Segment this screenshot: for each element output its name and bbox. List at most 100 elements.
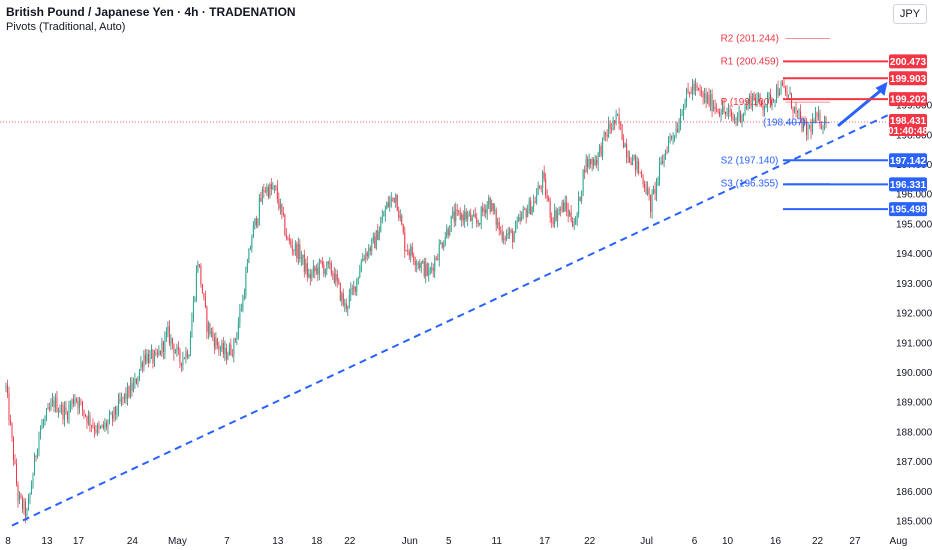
candle-body (221, 343, 223, 350)
candle-body (317, 267, 319, 275)
candle-body (474, 214, 476, 218)
candle-body (39, 429, 41, 434)
candle-body (626, 143, 628, 158)
candle-body (101, 424, 103, 428)
candle-body (386, 202, 388, 210)
candle-body (522, 209, 524, 215)
candle-body (216, 338, 218, 346)
candle-body (737, 119, 739, 120)
candle-body (105, 422, 107, 428)
candle-body (731, 111, 733, 118)
candle-body (179, 349, 181, 363)
candle-body (219, 349, 221, 350)
candle-body (113, 407, 115, 420)
candles-layer (5, 78, 827, 524)
candle-body (134, 379, 136, 384)
candle-body (507, 233, 509, 235)
pivot-label: R2 (201.244) (721, 33, 779, 44)
currency-button[interactable]: JPY (893, 4, 927, 24)
time-axis[interactable]: 8 13 17 24 May 7 13 18 22 Jun 5 11 17 22 Jul 6 10 16 22 27 A… (5, 536, 907, 547)
candle-body (635, 154, 637, 170)
last-price-tag (889, 113, 927, 136)
candle-body (302, 254, 304, 258)
candle-body (347, 305, 349, 309)
candle-body (144, 354, 146, 362)
candle-body (612, 120, 614, 130)
price-tags: 200.473 199.903 199.202 197.142 196.331 195.4… (783, 54, 928, 217)
candle-body (557, 212, 559, 221)
candle-body (617, 114, 619, 116)
candle-body (152, 350, 154, 364)
candle-body (639, 171, 641, 173)
candle-body (321, 261, 323, 265)
candle-body (210, 331, 212, 335)
candle-body (356, 278, 358, 292)
candle-body (401, 215, 403, 225)
candle-body (491, 203, 493, 212)
candle-body (314, 266, 316, 272)
x-tick-label: 17 (73, 536, 85, 547)
candle-body (605, 132, 607, 135)
candle-body (470, 213, 472, 222)
candle-body (75, 399, 77, 401)
y-tick-label: 196.000 (896, 190, 932, 201)
candle-body (471, 216, 473, 222)
indicator-title[interactable]: Pivots (Traditional, Auto) (6, 21, 126, 33)
candle-body (786, 91, 788, 97)
candle-body (543, 172, 545, 179)
candle-body (615, 114, 617, 124)
candle-body (674, 135, 676, 137)
candle-body (128, 386, 130, 397)
candle-body (252, 225, 254, 238)
price-tag-label: 199.202 (890, 95, 927, 106)
candle-body (795, 106, 797, 111)
x-tick-label: 8 (5, 536, 11, 547)
candle-body (665, 151, 667, 155)
candle-body (402, 224, 404, 233)
candle-body (24, 501, 26, 517)
candle-body (792, 108, 794, 113)
candle-body (419, 263, 421, 269)
candle-body (278, 198, 280, 209)
candle-body (462, 214, 464, 222)
candle-body (780, 82, 782, 94)
candle-body (566, 202, 568, 210)
candle-body (257, 219, 259, 226)
candle-body (684, 101, 686, 109)
candle-body (650, 194, 652, 213)
candle-body (441, 242, 443, 248)
candle-body (249, 248, 251, 250)
pivot-label: S3 (196.355) (721, 179, 779, 190)
candle-body (95, 430, 97, 433)
candle-body (207, 323, 209, 333)
candle-body (282, 212, 284, 215)
price-tag-label: 200.473 (890, 57, 927, 68)
candle-body (776, 87, 778, 101)
candle-body (311, 272, 313, 279)
candle-body (227, 355, 229, 360)
candle-body (630, 162, 632, 165)
symbol-title[interactable]: British Pound / Japanese Yen · 4h · TRAD… (6, 5, 296, 19)
candle-body (264, 191, 266, 193)
candle-body (579, 196, 581, 201)
candle-body (447, 228, 449, 235)
candle-body (432, 267, 434, 272)
y-tick-label: 192.000 (896, 309, 932, 320)
candle-body (389, 201, 391, 207)
candle-body (690, 92, 692, 95)
candle-body (759, 94, 761, 101)
candle-body (11, 423, 13, 438)
countdown-label: 01:40:48 (888, 126, 928, 137)
candle-body (131, 383, 133, 392)
candle-body (531, 206, 533, 215)
candle-body (555, 209, 557, 221)
candle-body (794, 106, 796, 113)
candle-body (767, 94, 769, 105)
candle-body (689, 91, 691, 93)
candle-body (378, 231, 380, 241)
candle-body (554, 209, 556, 224)
candle-body (375, 230, 377, 249)
candle-body (270, 184, 272, 190)
candle-body (68, 405, 70, 420)
